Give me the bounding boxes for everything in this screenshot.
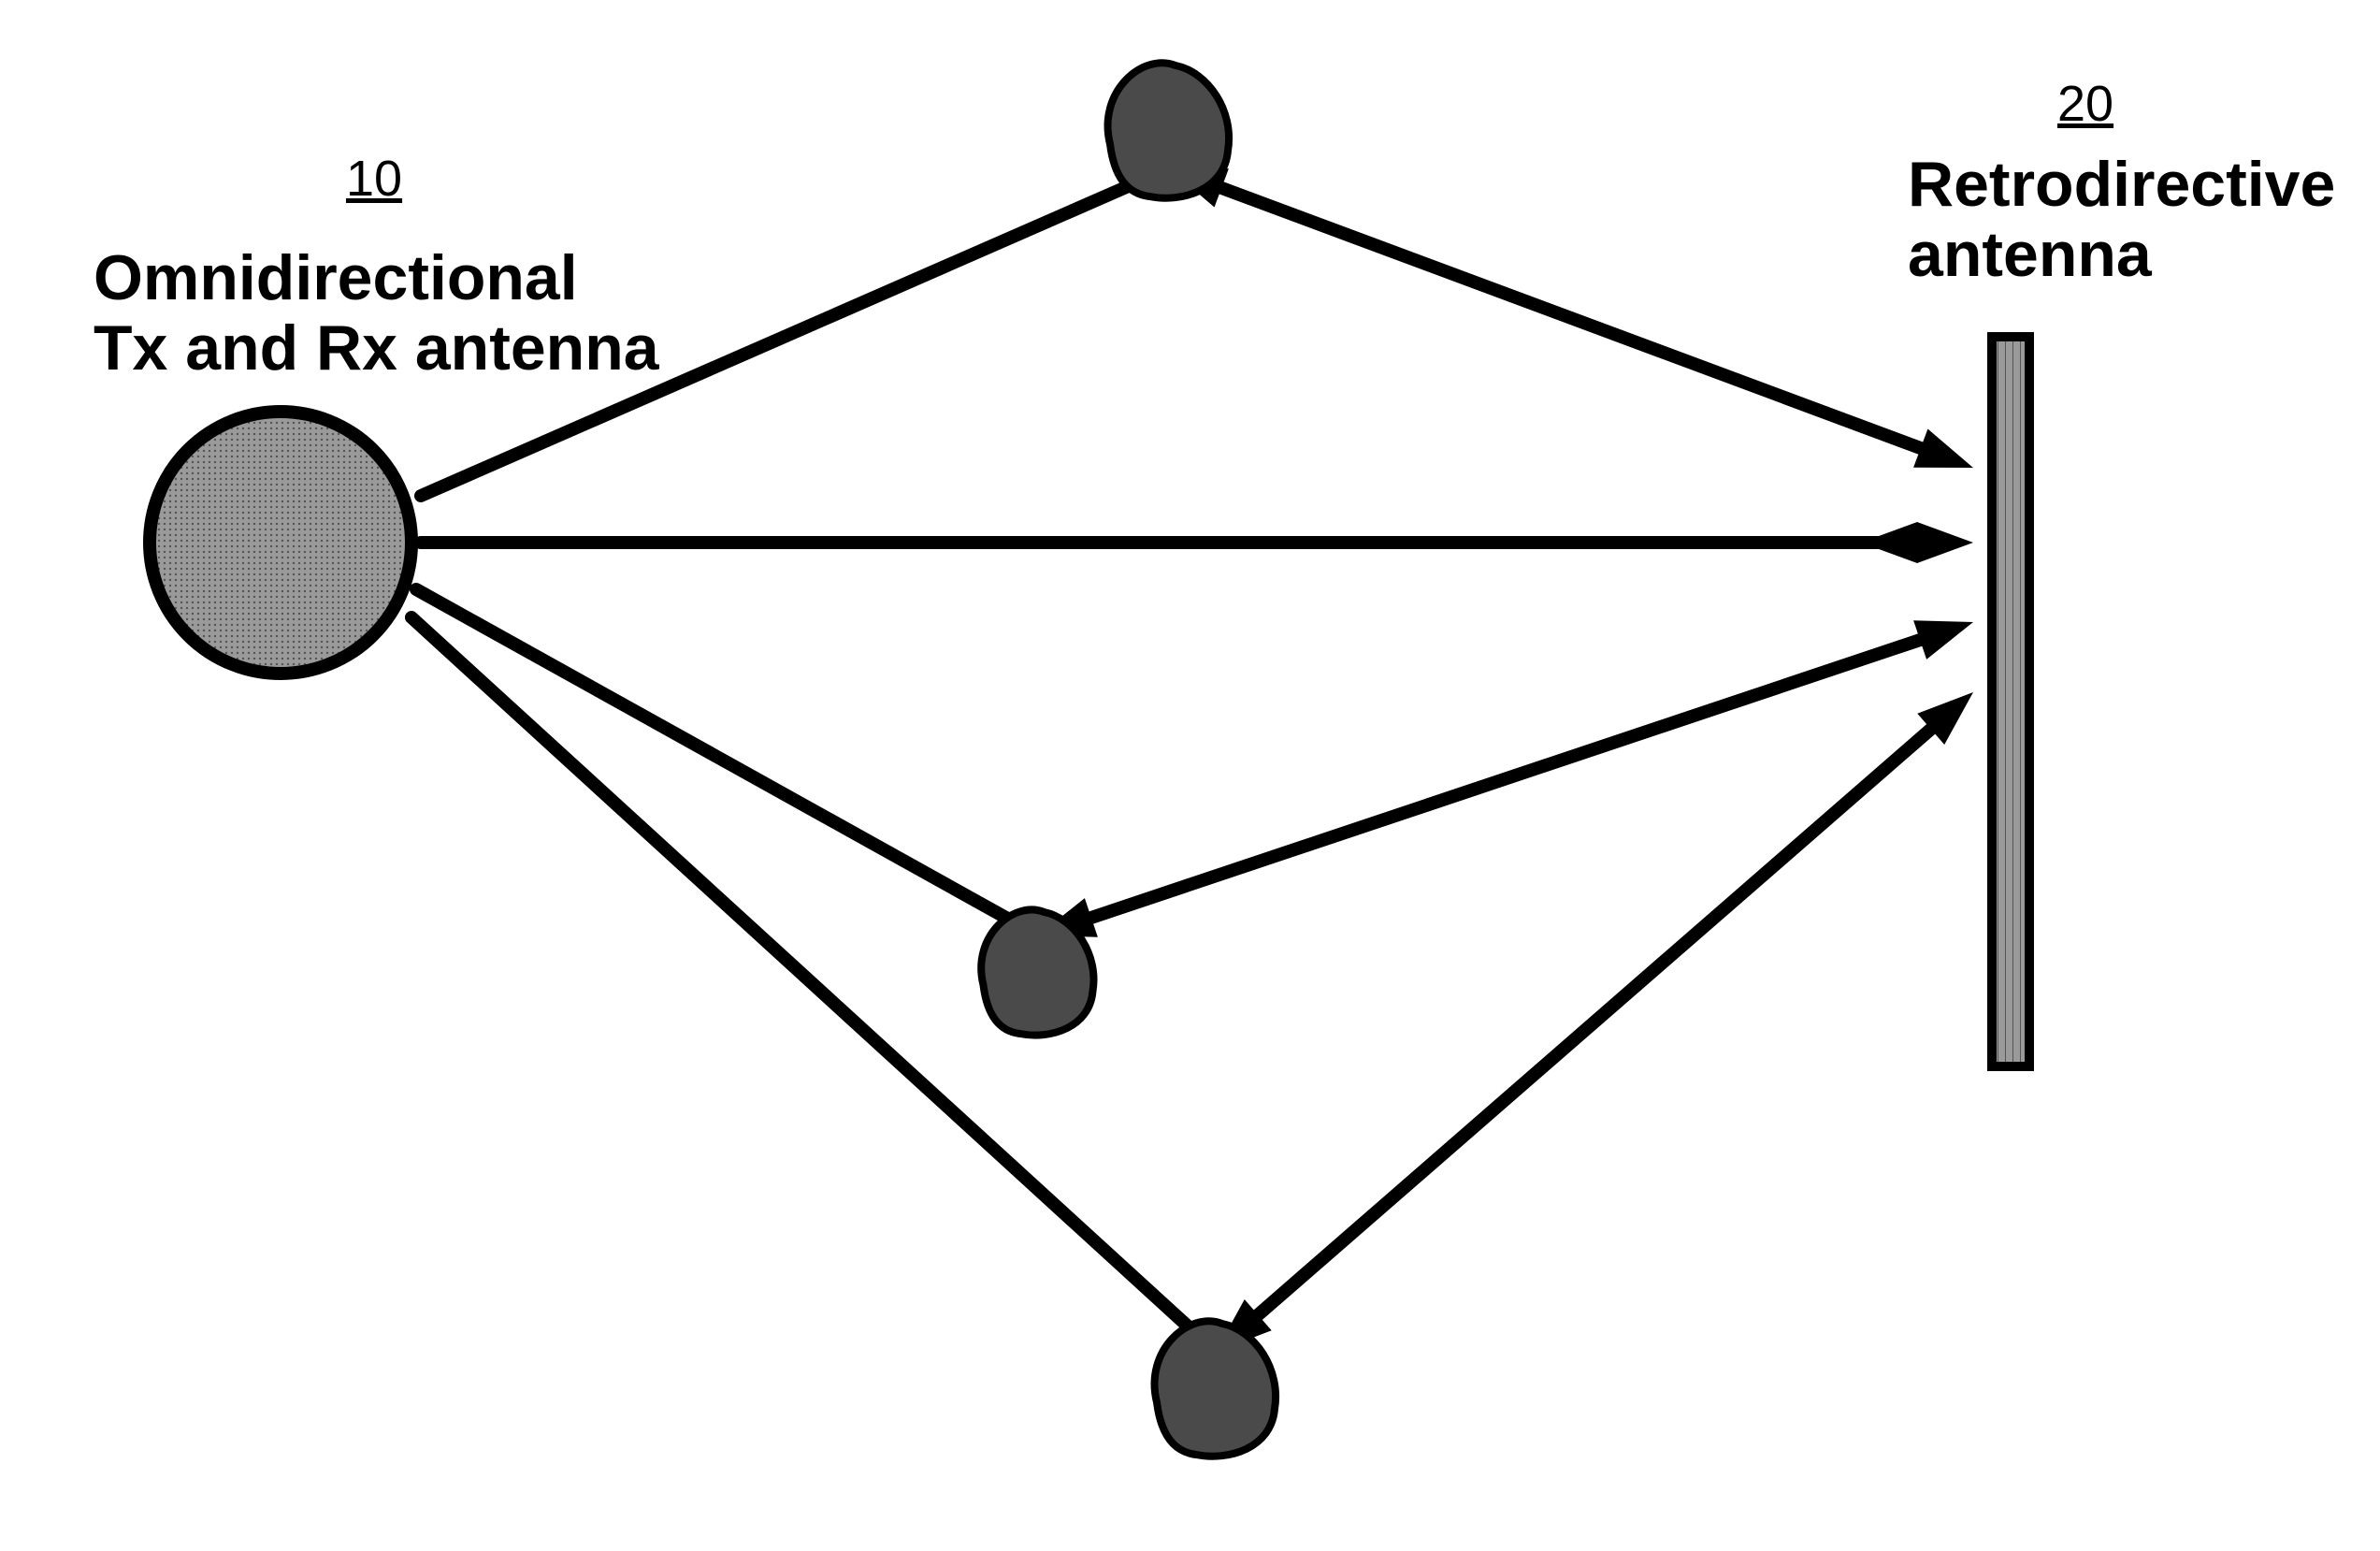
ref-number-omni: 10 xyxy=(346,150,402,208)
arrowhead-icon xyxy=(1913,620,1973,660)
scatterer-icon xyxy=(1155,1321,1277,1456)
retro-antenna-icon xyxy=(1992,337,2029,1066)
scatterer-icon xyxy=(1108,63,1230,197)
label-retro-antenna: Retrodirective antenna xyxy=(1908,150,2335,290)
signal-path-segment xyxy=(416,589,1038,935)
omni-antenna-icon xyxy=(150,412,411,674)
ref-number-retro: 20 xyxy=(2057,75,2113,133)
arrowhead-icon xyxy=(1917,522,1973,563)
scatterer-icon xyxy=(981,909,1093,1035)
signal-path-segment xyxy=(1241,715,1948,1330)
diagram-container: 10 Omnidirectional Tx and Rx antenna 20 … xyxy=(0,0,2380,1551)
arrowhead-icon xyxy=(1861,522,1917,563)
scatterer-obstacles xyxy=(981,63,1276,1456)
label-omni-antenna: Omnidirectional Tx and Rx antenna xyxy=(94,243,659,384)
signal-path-segment xyxy=(1201,181,1942,457)
signal-path-segment xyxy=(1070,632,1941,924)
arrowhead-icon xyxy=(1913,428,1973,468)
